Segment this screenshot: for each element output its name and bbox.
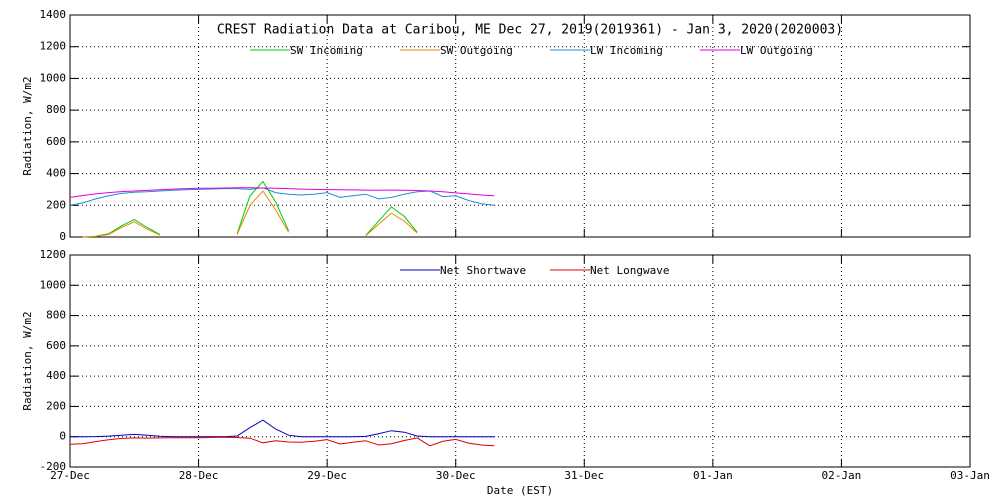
legend-label: LW Outgoing — [740, 44, 813, 57]
x-tick-label: 31-Dec — [564, 469, 604, 482]
x-axis-label: Date (EST) — [487, 484, 553, 497]
series-line — [69, 436, 495, 447]
x-tick-label: 30-Dec — [436, 469, 476, 482]
x-tick-label: 29-Dec — [307, 469, 347, 482]
y-tick-label: 800 — [46, 309, 66, 322]
legend-label: LW Incoming — [590, 44, 663, 57]
plot-frame — [69, 14, 971, 238]
y-axis-label: Radiation, W/m2 — [21, 76, 34, 175]
y-tick-label: -200 — [40, 460, 67, 473]
x-tick-label: 27-Dec — [50, 469, 90, 482]
chart-title: CREST Radiation Data at Caribou, ME Dec … — [217, 23, 843, 38]
x-tick-label: 02-Jan — [822, 469, 862, 482]
y-tick-label: 1400 — [40, 8, 67, 21]
y-tick-label: 0 — [59, 430, 66, 443]
series-line — [82, 190, 418, 238]
y-tick-label: 600 — [46, 135, 66, 148]
plot-frame — [69, 254, 971, 468]
y-tick-label: 1200 — [40, 248, 67, 261]
legend-label: SW Outgoing — [440, 44, 513, 57]
y-tick-label: 400 — [46, 167, 66, 180]
y-tick-label: 600 — [46, 339, 66, 352]
x-tick-label: 03-Jan — [950, 469, 990, 482]
legend-label: SW Incoming — [290, 44, 363, 57]
series-line — [69, 187, 495, 198]
y-tick-label: 400 — [46, 369, 66, 382]
legend-label: Net Longwave — [590, 264, 669, 277]
x-tick-label: 01-Jan — [693, 469, 733, 482]
y-tick-label: 0 — [59, 230, 66, 243]
y-tick-label: 200 — [46, 198, 66, 211]
series-line — [70, 419, 495, 438]
y-tick-label: 200 — [46, 399, 66, 412]
y-axis-label: Radiation, W/m2 — [21, 311, 34, 410]
legend-label: Net Shortwave — [440, 264, 526, 277]
x-tick-label: 28-Dec — [179, 469, 219, 482]
series-line — [69, 187, 495, 206]
y-tick-label: 1000 — [40, 71, 67, 84]
y-tick-label: 1200 — [40, 40, 67, 53]
y-tick-label: 1000 — [40, 278, 67, 291]
y-tick-label: 800 — [46, 103, 66, 116]
